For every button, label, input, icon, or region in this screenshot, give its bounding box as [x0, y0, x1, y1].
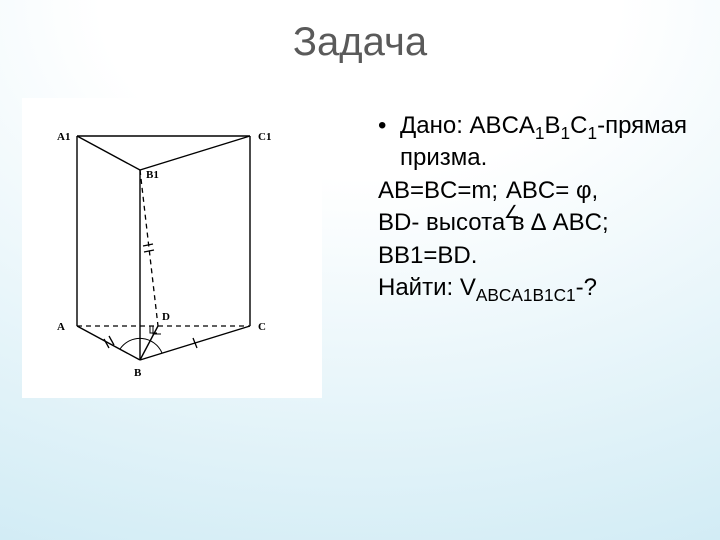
s3: 1: [587, 123, 597, 143]
prism-diagram: A B C A1 B1 C1 D: [22, 98, 322, 398]
find-label: Найти:: [378, 274, 453, 301]
svg-text:A: A: [57, 321, 65, 333]
svg-text:B1: B1: [146, 169, 159, 181]
line-3: BD- высота в ∆ ABC;: [378, 207, 708, 239]
vertex-labels: A B C A1 B1 C1 D: [57, 131, 271, 379]
l1c: C: [570, 112, 587, 139]
find-sub: ABCA1B1C1: [476, 285, 576, 305]
slide-title: Задача: [0, 20, 720, 65]
s2: 1: [561, 123, 571, 143]
given-content: Дано: ABCA1B1C1-прямая призма.: [400, 110, 708, 175]
angle-arc: [120, 338, 162, 353]
svg-text:C: C: [258, 321, 266, 333]
svg-text:D: D: [162, 311, 170, 323]
given-label: Дано:: [400, 112, 463, 139]
bullet-icon: •: [378, 110, 400, 175]
line-4: BB1=BD.: [378, 240, 708, 272]
s1: 1: [535, 123, 545, 143]
svg-text:B: B: [134, 367, 142, 379]
l1a: ABCA: [470, 112, 535, 139]
line-2: AB=BC=m; ∠ ABC= φ,: [378, 175, 708, 207]
prism-svg: A B C A1 B1 C1 D: [22, 98, 322, 398]
find-q: -?: [576, 274, 597, 301]
svg-text:C1: C1: [258, 131, 271, 143]
svg-text:A1: A1: [57, 131, 70, 143]
hidden-edges: [77, 170, 250, 326]
problem-text: • Дано: ABCA1B1C1-прямая призма. AB=BC=m…: [378, 110, 708, 304]
line-given: • Дано: ABCA1B1C1-прямая призма.: [378, 110, 708, 175]
l1b: B: [545, 112, 561, 139]
l2a: AB=BC=m;: [378, 177, 498, 204]
slide: Задача: [0, 0, 720, 540]
angle-icon: ∠: [504, 200, 520, 224]
find-v: V: [460, 274, 476, 301]
line-find: Найти: VABCA1B1C1-?: [378, 272, 708, 304]
tick-double-b1d: [143, 244, 154, 252]
tick-double-ab: [104, 336, 114, 348]
